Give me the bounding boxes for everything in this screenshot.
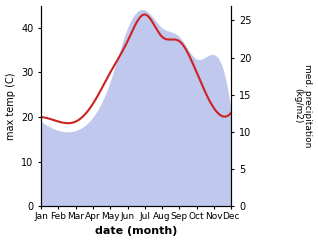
Y-axis label: max temp (C): max temp (C) [5,72,16,140]
Y-axis label: med. precipitation
(kg/m2): med. precipitation (kg/m2) [293,64,313,148]
X-axis label: date (month): date (month) [95,227,177,236]
